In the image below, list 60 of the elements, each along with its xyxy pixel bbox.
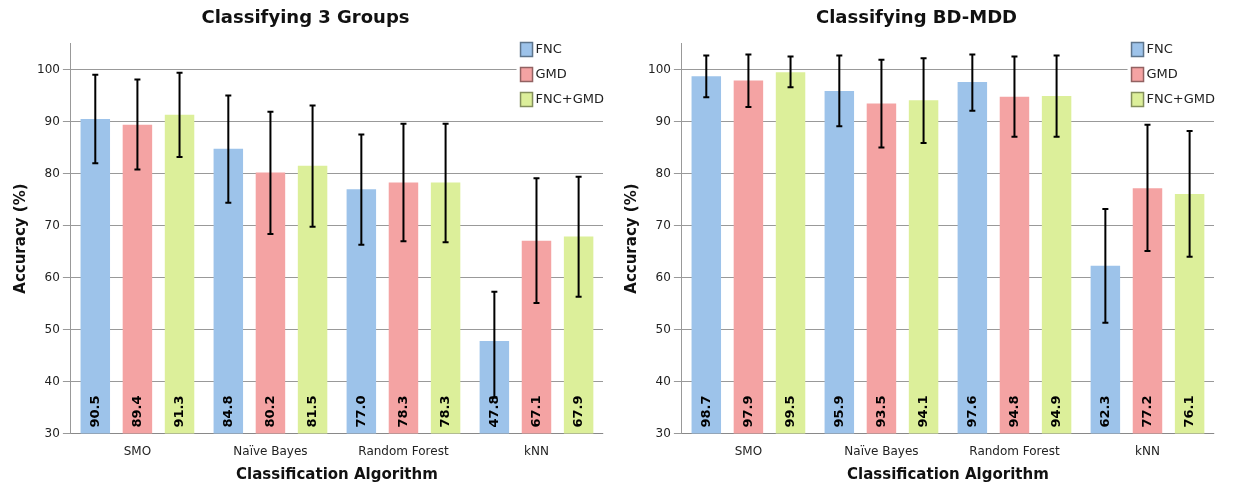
y-tick-label: 60 bbox=[44, 269, 60, 284]
legend-label: FNC bbox=[535, 40, 562, 56]
y-tick-label: 50 bbox=[44, 321, 60, 336]
data-label: 78.3 bbox=[394, 395, 410, 428]
data-label: 80.2 bbox=[261, 395, 277, 428]
y-tick-label: 80 bbox=[655, 165, 671, 180]
y-tick-label: 70 bbox=[655, 217, 671, 232]
chart-title: Classifying BD-MDD bbox=[815, 6, 1018, 28]
y-axis-title: Accuracy (%) bbox=[10, 183, 29, 294]
x-tick-label: Random Forest bbox=[969, 443, 1060, 458]
y-tick-label: 100 bbox=[37, 61, 60, 76]
data-label: 81.5 bbox=[303, 395, 319, 428]
y-tick-label: 80 bbox=[44, 165, 60, 180]
data-label: 84.8 bbox=[219, 395, 235, 428]
data-label: 98.7 bbox=[697, 395, 713, 428]
y-tick-label: 30 bbox=[655, 425, 671, 440]
x-tick-label: Naïve Bayes bbox=[233, 443, 308, 458]
y-tick-label: 40 bbox=[655, 373, 671, 388]
data-label: 78.3 bbox=[436, 395, 452, 428]
legend-label: FNC+GMD bbox=[1146, 90, 1216, 106]
data-label: 47.8 bbox=[485, 395, 501, 428]
data-label: 77.0 bbox=[352, 395, 368, 428]
data-label: 94.8 bbox=[1005, 395, 1021, 428]
y-tick-label: 70 bbox=[44, 217, 60, 232]
data-label: 94.9 bbox=[1047, 395, 1063, 428]
y-tick-label: 100 bbox=[648, 61, 671, 76]
data-label: 67.1 bbox=[527, 395, 543, 428]
data-label: 97.9 bbox=[739, 395, 755, 428]
legend-label: GMD bbox=[535, 65, 567, 81]
y-tick-label: 40 bbox=[44, 373, 60, 388]
data-label: 94.1 bbox=[914, 395, 930, 428]
x-tick-label: kNN bbox=[1135, 443, 1160, 458]
data-label: 76.1 bbox=[1180, 395, 1196, 428]
data-label: 91.3 bbox=[170, 395, 186, 428]
y-axis-title: Accuracy (%) bbox=[621, 183, 640, 294]
y-tick-label: 60 bbox=[655, 269, 671, 284]
x-tick-label: Naïve Bayes bbox=[844, 443, 919, 458]
x-tick-label: SMO bbox=[734, 443, 763, 458]
legend-label: GMD bbox=[1146, 65, 1178, 81]
data-label: 89.4 bbox=[128, 395, 144, 428]
data-label: 62.3 bbox=[1096, 395, 1112, 428]
y-tick-label: 50 bbox=[655, 321, 671, 336]
x-tick-label: SMO bbox=[123, 443, 152, 458]
x-axis-title: Classification Algorithm bbox=[847, 464, 1049, 483]
data-label: 95.9 bbox=[830, 395, 846, 428]
data-label: 97.6 bbox=[963, 395, 979, 428]
y-tick-label: 90 bbox=[655, 113, 671, 128]
x-tick-label: kNN bbox=[524, 443, 549, 458]
data-label: 90.5 bbox=[86, 395, 102, 428]
legend-label: FNC bbox=[1146, 40, 1173, 56]
data-label: 67.9 bbox=[569, 395, 585, 428]
data-label: 77.2 bbox=[1138, 395, 1154, 428]
x-axis-title: Classification Algorithm bbox=[236, 464, 438, 483]
x-tick-label: Random Forest bbox=[358, 443, 449, 458]
y-tick-label: 30 bbox=[44, 425, 60, 440]
data-label: 93.5 bbox=[872, 395, 888, 428]
data-label: 99.5 bbox=[781, 395, 797, 428]
y-tick-label: 90 bbox=[44, 113, 60, 128]
legend-label: FNC+GMD bbox=[535, 90, 605, 106]
chart-title: Classifying 3 Groups bbox=[201, 6, 410, 28]
